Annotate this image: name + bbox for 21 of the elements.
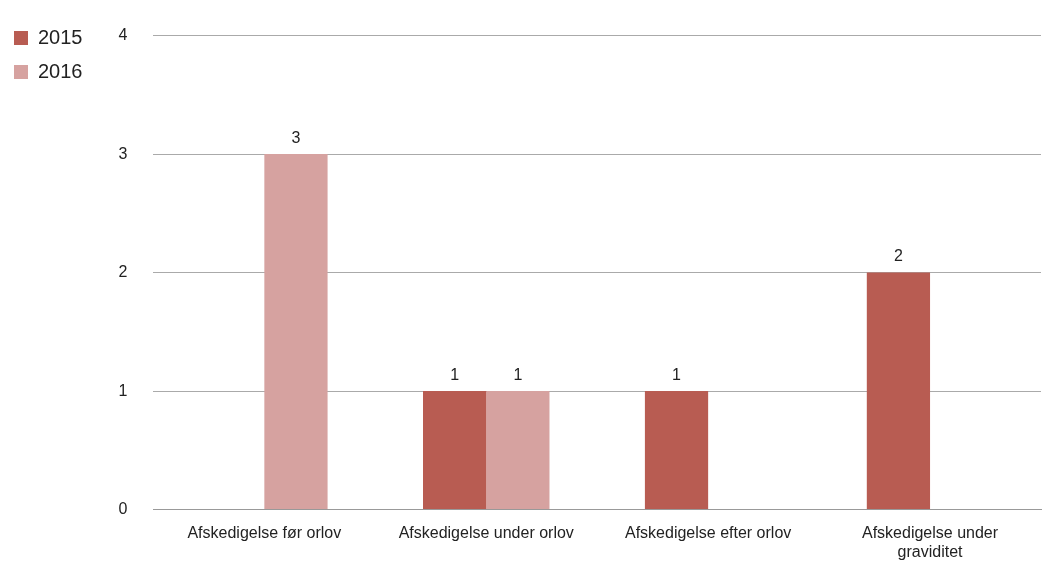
bar [423, 391, 487, 510]
x-tick-label: Afskedigelse efter orlov [624, 523, 792, 541]
data-label: 1 [450, 365, 460, 383]
bar [486, 391, 550, 510]
data-label: 1 [513, 365, 523, 383]
legend-label: 2015 [38, 25, 83, 48]
x-tick-label: Afskedigelse under orlov [398, 523, 574, 541]
y-tick-label: 2 [118, 263, 128, 281]
data-label: 2 [893, 247, 903, 265]
y-tick-label: 1 [118, 381, 128, 399]
y-tick-label: 0 [118, 500, 128, 518]
bar [264, 154, 328, 510]
y-tick-label: 3 [118, 144, 128, 162]
bar [644, 391, 709, 510]
x-tick-label: Afskedigelse før orlov [187, 523, 342, 541]
data-label: 3 [291, 128, 301, 146]
data-label: 1 [672, 365, 682, 383]
bar [866, 272, 931, 510]
x-tick-label: Afskedigelse under graviditet [862, 523, 999, 560]
legend-label: 2016 [38, 59, 83, 82]
y-tick-label: 4 [118, 26, 128, 44]
